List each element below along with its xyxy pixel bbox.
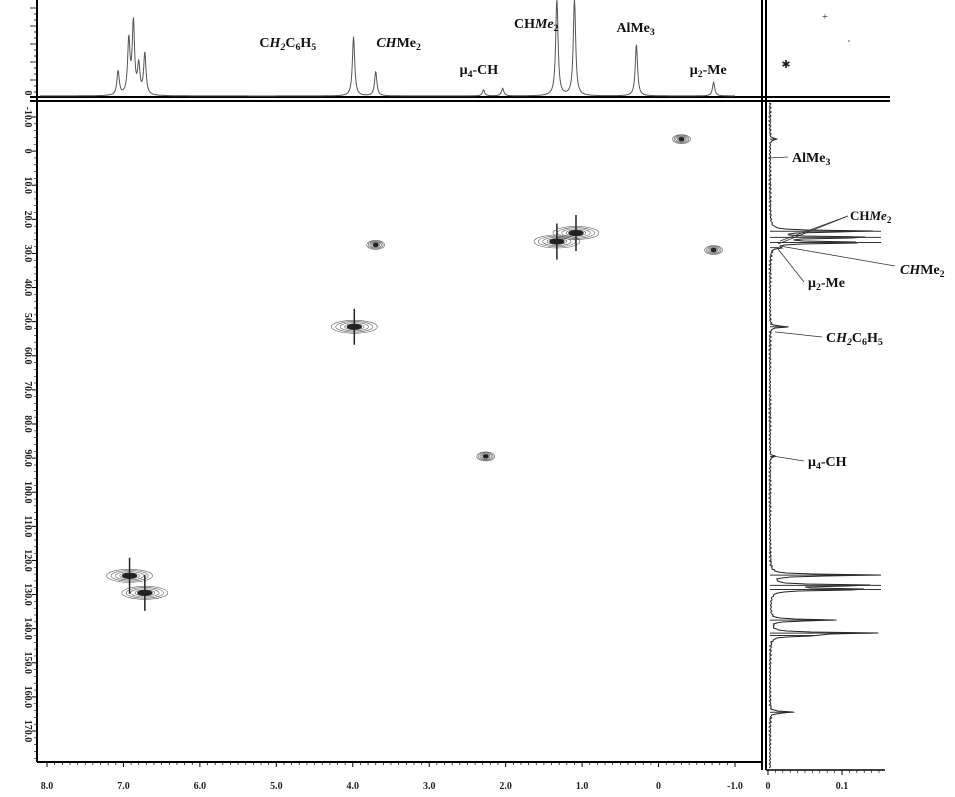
right-annotation-2: CHMe2​ <box>900 263 945 280</box>
proton-1d-spectrum <box>40 0 735 97</box>
contour-ring <box>369 241 382 249</box>
contour-ring <box>675 135 688 143</box>
y-tick-label-13: 120.0 <box>22 549 33 572</box>
x-tick-label-1: 7.0 <box>117 781 130 792</box>
y-tick-label-5: 40.0 <box>22 279 33 297</box>
contour-ring <box>704 245 723 255</box>
cross-peak-8 <box>121 574 169 611</box>
cross-peaks <box>106 134 723 611</box>
corner-artifact-star: ✱ <box>781 59 790 71</box>
contour-core <box>710 248 717 253</box>
y-tick-label-12: 110.0 <box>22 515 33 537</box>
right-annotation-4: CH2​C6​H5​ <box>826 331 883 348</box>
proj-tick-label-0: 0 <box>766 781 771 792</box>
contour-ring <box>476 451 496 462</box>
right-annotation-0: AlMe3​ <box>792 151 830 168</box>
y-tick-label-17: 160.0 <box>22 686 33 709</box>
contour-ring <box>707 246 720 254</box>
y-tick-label-18: 170.0 <box>22 720 33 743</box>
top-annotation-4: AlMe3​ <box>616 21 654 38</box>
top-annotation-1: CHMe2​ <box>376 36 421 53</box>
right-annotation-leader-4 <box>774 331 823 338</box>
top-annotation-3: CHMe2​ <box>514 17 559 34</box>
contour-ring <box>705 246 722 255</box>
x-tick-label-8: 0 <box>656 781 661 792</box>
top-spectrum-left-axis: 0 <box>22 7 37 96</box>
right-annotations: AlMe3​ CHMe2​ CHMe2​ μ2​-Me CH2​C6​H5​ μ4​-CH <box>767 151 945 472</box>
y-tick-label-0: -10.0 <box>22 107 33 128</box>
x-tick-label-6: 2.0 <box>499 781 512 792</box>
contour-core <box>482 454 489 459</box>
proj-tick-label-1: 0.1 <box>836 781 849 792</box>
top-annotation-0: CH2​C6​H5​ <box>259 36 316 53</box>
corner-artifacts: ✱+ <box>781 12 850 71</box>
top-axis-zero-label: 0 <box>22 91 33 96</box>
x-tick-label-3: 5.0 <box>270 781 283 792</box>
contour-ring <box>709 247 719 253</box>
contour-ring <box>479 453 492 460</box>
top-annotation-2: μ4​-CH <box>460 63 499 80</box>
y-tick-label-3: 20.0 <box>22 211 33 229</box>
y-tick-label-4: 30.0 <box>22 245 33 263</box>
contour-core <box>372 242 379 247</box>
x-tick-label-4: 4.0 <box>347 781 360 792</box>
y-tick-label-2: 10.0 <box>22 176 33 194</box>
cross-peak-5 <box>331 308 378 345</box>
contour-ring <box>672 134 691 144</box>
y-tick-label-10: 90.0 <box>22 449 33 467</box>
cross-peak-1 <box>366 240 386 250</box>
y-tick-label-6: 50.0 <box>22 313 33 331</box>
y-axis: -10.0 0 10.0 20.0 30.0 40.0 50.0 60.0 70.0 80.0 90… <box>22 107 37 759</box>
y-tick-label-16: 150.0 <box>22 652 33 675</box>
right-annotation-1: CHMe2​ <box>850 208 892 225</box>
y-tick-label-15: 140.0 <box>22 617 33 640</box>
projection-x-axis: 0 0.1 <box>766 770 880 792</box>
top-annotation-5: μ2​-Me <box>690 63 727 80</box>
y-tick-label-7: 60.0 <box>22 347 33 365</box>
contour-ring <box>481 454 491 459</box>
carbon-1d-projection <box>767 102 880 769</box>
right-annotation-leader-5 <box>774 456 805 462</box>
contour-ring <box>478 452 494 461</box>
contour-ring <box>371 242 381 248</box>
right-annotation-leader-2 <box>779 245 896 267</box>
x-tick-label-0: 8.0 <box>41 781 54 792</box>
corner-artifact-dot <box>848 40 850 42</box>
y-tick-label-8: 70.0 <box>22 381 33 399</box>
x-tick-label-9: -1.0 <box>727 781 743 792</box>
right-annotation-leader-extra <box>777 215 849 245</box>
contour-ring <box>366 240 386 250</box>
y-tick-label-11: 100.0 <box>22 481 33 504</box>
x-tick-label-5: 3.0 <box>423 781 436 792</box>
contour-ring <box>368 240 384 249</box>
x-axis: 8.0 7.0 6.0 5.0 4.0 3.0 2.0 1.0 0 -1.0 <box>41 762 743 792</box>
contour-ring <box>676 136 686 142</box>
right-annotation-leader-0 <box>767 156 789 159</box>
right-annotation-leader-3 <box>777 248 805 283</box>
y-tick-label-9: 80.0 <box>22 415 33 433</box>
cross-peak-3 <box>552 214 600 251</box>
top-annotations: CH2​C6​H5​ CHMe2​ μ4​-CH CHMe2​ AlMe3​ μ2​-Me <box>259 17 726 80</box>
contour-ring <box>673 135 690 144</box>
y-tick-label-1: 0 <box>22 149 33 154</box>
y-tick-label-14: 130.0 <box>22 583 33 606</box>
corner-artifact-plus: + <box>822 12 828 23</box>
x-tick-label-7: 1.0 <box>576 781 589 792</box>
x-tick-label-2: 6.0 <box>194 781 207 792</box>
cross-peak-4 <box>704 245 723 255</box>
contour-core <box>678 137 685 142</box>
carbon-projection-peaks <box>770 138 881 713</box>
cross-peak-6 <box>476 451 496 462</box>
frames <box>30 0 890 771</box>
right-annotation-5: μ4​-CH <box>808 455 847 472</box>
right-annotation-3: μ2​-Me <box>808 276 845 293</box>
cross-peak-0 <box>672 134 691 144</box>
